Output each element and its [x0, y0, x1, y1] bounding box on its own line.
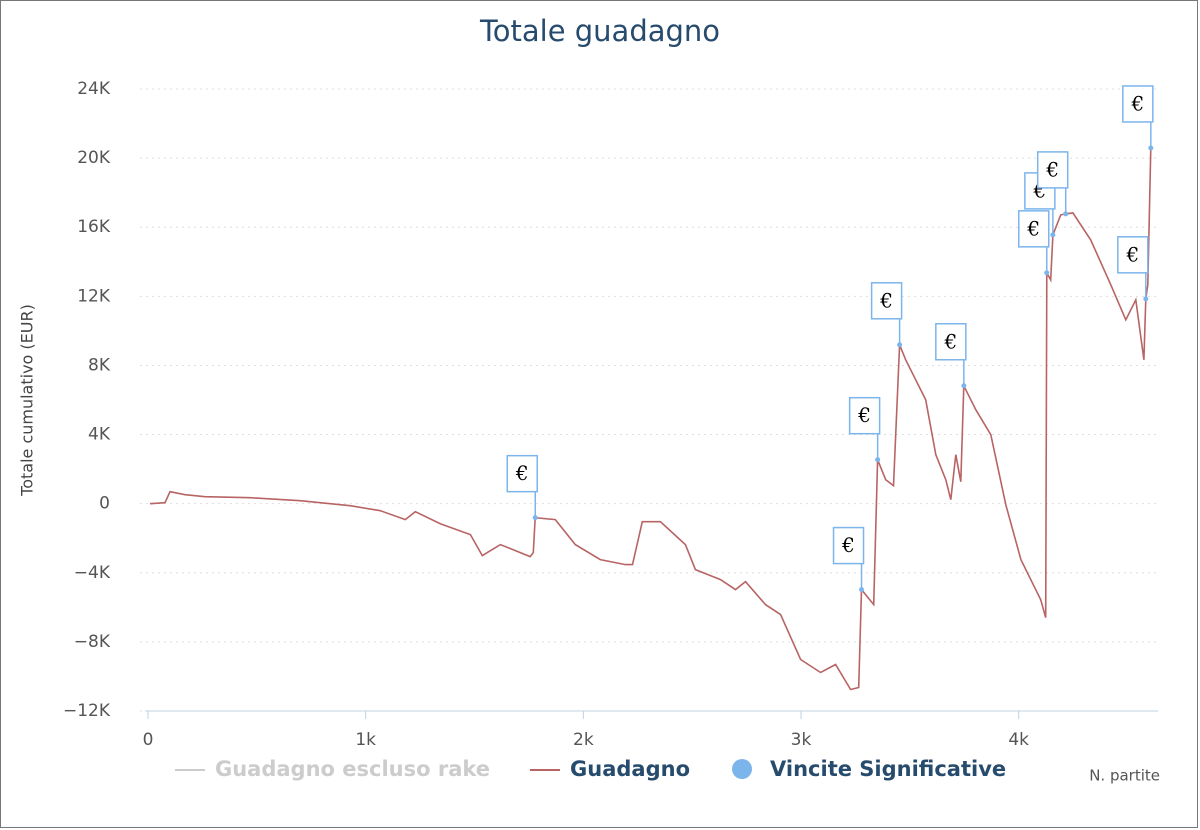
- point: [897, 342, 903, 348]
- flag: €: [506, 454, 538, 518]
- flag-box: [1036, 151, 1069, 189]
- point: [961, 383, 967, 389]
- point: [859, 587, 865, 593]
- y-tick-label: −4K: [74, 563, 111, 583]
- flag: €: [1117, 236, 1149, 299]
- flag: €: [1018, 210, 1050, 273]
- y-tick-label: −12K: [63, 701, 111, 721]
- y-axis-title: Totale cumulativo (EUR): [18, 304, 37, 497]
- flag: €: [1036, 151, 1069, 214]
- flag-label: €: [1130, 91, 1144, 115]
- flag-label: €: [1026, 216, 1040, 240]
- point: [1050, 232, 1056, 238]
- point: [532, 515, 538, 521]
- y-tick-label: −8K: [74, 632, 111, 652]
- point: [875, 457, 881, 463]
- flag-label: €: [841, 533, 855, 557]
- legend-label[interactable]: Guadagno escluso rake: [215, 757, 490, 781]
- flag-box: [870, 282, 903, 320]
- legend-label[interactable]: Vincite Significative: [770, 757, 1006, 781]
- flag-box: [935, 323, 967, 361]
- x-tick-label: 2k: [573, 730, 594, 750]
- chart-title: Totale guadagno: [479, 14, 720, 48]
- flag: €: [848, 396, 881, 460]
- y-tick-label: 16K: [77, 217, 111, 237]
- x-tick-label: 3k: [791, 730, 812, 750]
- point: [1063, 211, 1069, 217]
- y-tick-label: 0: [99, 494, 110, 514]
- flag-label: €: [1125, 242, 1139, 266]
- y-tick-label: 8K: [88, 355, 111, 375]
- flag-label: €: [1045, 157, 1059, 181]
- point: [1143, 296, 1149, 302]
- flag: €: [870, 282, 903, 345]
- legend-symbol: [732, 759, 753, 779]
- flag-label: €: [879, 288, 893, 312]
- legend-label[interactable]: Guadagno: [570, 757, 690, 781]
- flag-label: €: [515, 461, 529, 485]
- flag-label: €: [857, 403, 871, 427]
- flag-label: €: [943, 329, 957, 353]
- flag: €: [1122, 85, 1154, 148]
- flag-box: [1122, 85, 1154, 123]
- flag: €: [832, 526, 865, 590]
- flag-box: [1018, 210, 1050, 248]
- point: [1044, 270, 1050, 276]
- y-tick-label: 4K: [88, 425, 111, 445]
- y-tick-label: 20K: [77, 148, 111, 168]
- x-axis-title: N. partite: [1089, 767, 1160, 785]
- y-tick-label: 24K: [77, 79, 111, 99]
- flag: €: [935, 323, 967, 386]
- flag-box: [832, 526, 865, 565]
- flag-box: [1117, 236, 1149, 274]
- x-tick-label: 1k: [355, 730, 376, 750]
- y-tick-label: 12K: [77, 286, 111, 306]
- flag-box: [848, 396, 881, 435]
- flag-box: [506, 454, 538, 493]
- x-tick-label: 0: [143, 730, 154, 750]
- line-series: [149, 147, 1152, 691]
- point: [1148, 145, 1154, 151]
- x-tick-label: 4k: [1008, 730, 1029, 750]
